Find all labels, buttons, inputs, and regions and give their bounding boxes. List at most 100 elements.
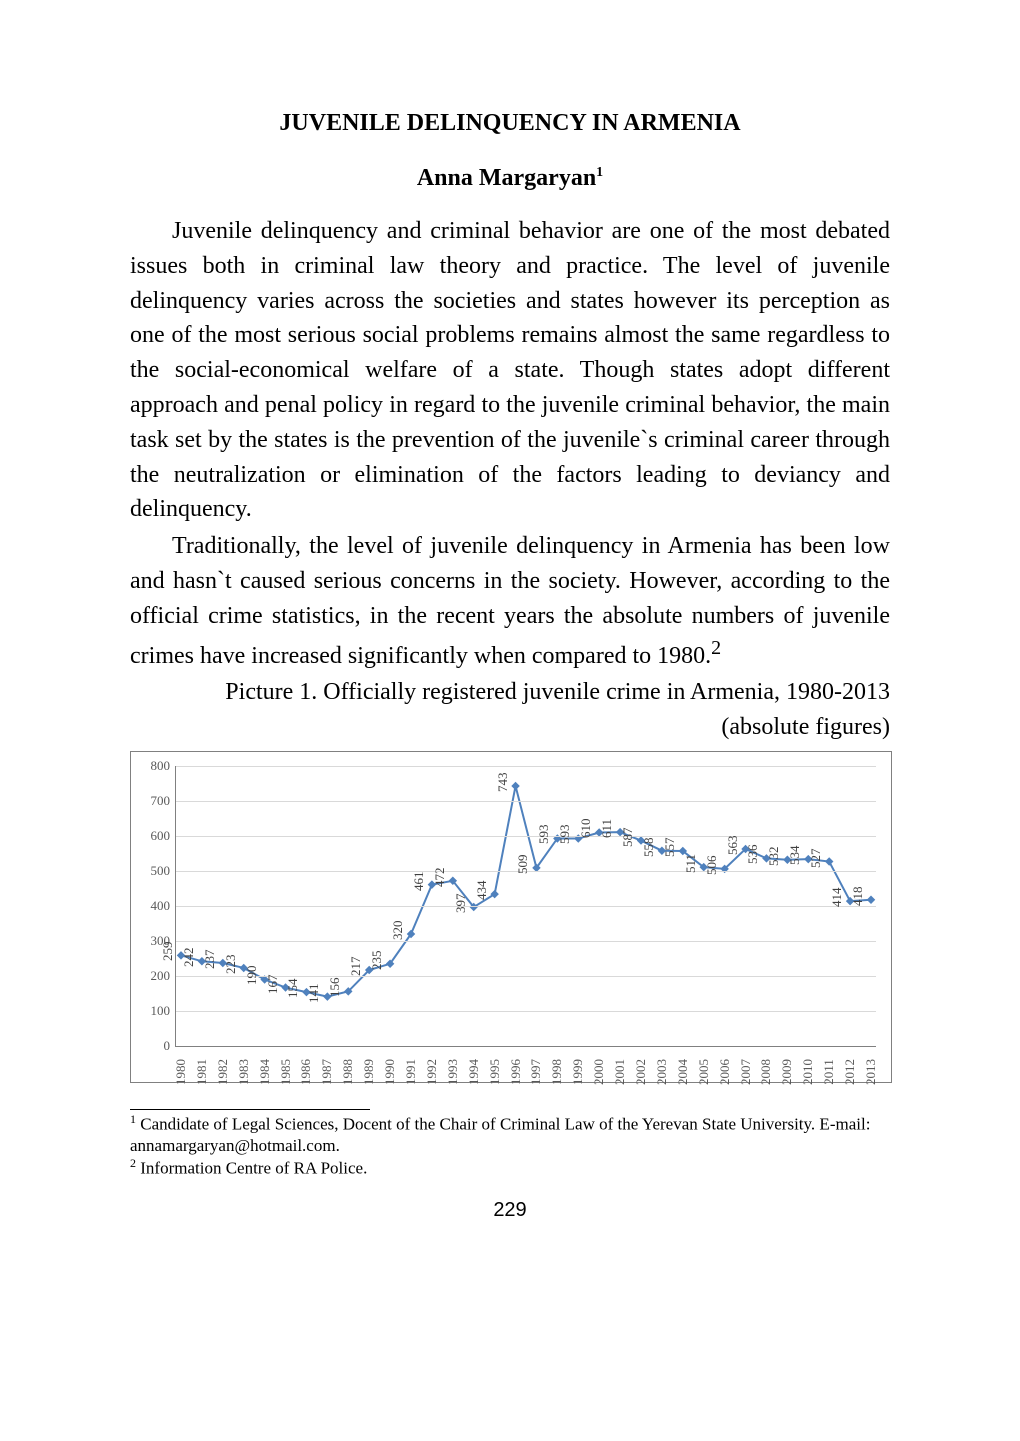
chart-xtick: 1987 — [319, 1057, 335, 1087]
footnote-separator — [130, 1109, 370, 1110]
author-footnote-ref: 1 — [596, 165, 603, 180]
chart-value-label: 237 — [202, 939, 218, 969]
chart-marker — [511, 782, 519, 790]
chart-xtick: 1990 — [382, 1057, 398, 1087]
chart-value-label: 557 — [662, 827, 678, 857]
chart-xtick: 1986 — [298, 1057, 314, 1087]
chart-xtick: 1994 — [466, 1057, 482, 1087]
chart-ytick: 200 — [138, 968, 170, 984]
chart-xtick: 1995 — [487, 1057, 503, 1087]
chart-value-label: 156 — [327, 967, 343, 997]
chart-value-label: 320 — [390, 910, 406, 940]
paragraph-2: Traditionally, the level of juvenile del… — [130, 529, 890, 673]
chart-xtick: 1989 — [361, 1057, 377, 1087]
author-line: Anna Margaryan1 — [130, 165, 890, 192]
chart-xtick: 1999 — [570, 1057, 586, 1087]
chart-xtick: 2011 — [821, 1057, 837, 1087]
chart-value-label: 527 — [808, 838, 824, 868]
chart-line — [181, 786, 871, 997]
chart-value-label: 536 — [745, 834, 761, 864]
chart-marker — [867, 895, 875, 903]
chart-xtick: 2002 — [633, 1057, 649, 1087]
chart-ytick: 0 — [138, 1038, 170, 1054]
chart-gridline — [176, 976, 876, 977]
footnote-2-marker: 2 — [130, 1156, 136, 1170]
chart-xtick: 2000 — [591, 1057, 607, 1087]
chart-gridline — [176, 1011, 876, 1012]
chart-value-label: 511 — [683, 843, 699, 873]
paragraph-1: Juvenile delinquency and criminal behavi… — [130, 214, 890, 527]
chart-value-label: 434 — [474, 870, 490, 900]
page-title: JUVENILE DELINQUENCY IN ARMENIA — [130, 110, 890, 137]
paragraph-2-footnote-ref: 2 — [711, 637, 721, 659]
chart-xtick: 2008 — [758, 1057, 774, 1087]
chart-xtick: 1980 — [173, 1057, 189, 1087]
chart-xtick: 1982 — [215, 1057, 231, 1087]
chart-xtick: 2004 — [675, 1057, 691, 1087]
figure-caption: Picture 1. Officially registered juvenil… — [130, 675, 890, 745]
chart-value-label: 534 — [787, 835, 803, 865]
chart-ytick: 100 — [138, 1003, 170, 1019]
chart-value-label: 587 — [620, 817, 636, 847]
chart-value-label: 141 — [306, 973, 322, 1003]
chart-xtick: 1993 — [445, 1057, 461, 1087]
chart-xtick: 2012 — [842, 1057, 858, 1087]
chart-xtick: 2003 — [654, 1057, 670, 1087]
chart-xtick: 2005 — [696, 1057, 712, 1087]
chart-xtick: 2001 — [612, 1057, 628, 1087]
chart-value-label: 242 — [181, 937, 197, 967]
chart-ytick: 800 — [138, 758, 170, 774]
chart-xtick: 1996 — [508, 1057, 524, 1087]
chart-ytick: 600 — [138, 828, 170, 844]
chart-xtick: 1985 — [278, 1057, 294, 1087]
chart-value-label: 611 — [599, 808, 615, 838]
chart-xtick: 1992 — [424, 1057, 440, 1087]
chart-value-label: 563 — [725, 825, 741, 855]
chart-ytick: 700 — [138, 793, 170, 809]
chart-value-label: 472 — [432, 857, 448, 887]
chart-gridline — [176, 766, 876, 767]
chart-xtick: 1988 — [340, 1057, 356, 1087]
chart-xtick: 2007 — [738, 1057, 754, 1087]
chart-xtick: 1984 — [257, 1057, 273, 1087]
chart-xtick: 2010 — [800, 1057, 816, 1087]
chart-value-label: 558 — [641, 827, 657, 857]
chart-xtick: 1991 — [403, 1057, 419, 1087]
chart-value-label: 461 — [411, 861, 427, 891]
chart-marker — [825, 857, 833, 865]
chart-gridline — [176, 801, 876, 802]
chart-container: 0100200300400500600700800198019811982198… — [130, 751, 892, 1083]
chart-gridline — [176, 941, 876, 942]
footnote-1-marker: 1 — [130, 1112, 136, 1126]
chart-plot-area: 0100200300400500600700800198019811982198… — [175, 766, 876, 1047]
footnote-1: 1 Candidate of Legal Sciences, Docent of… — [130, 1112, 890, 1156]
chart-value-label: 610 — [578, 808, 594, 838]
footnote-2: 2 Information Centre of RA Police. — [130, 1156, 890, 1179]
footnote-2-text: Information Centre of RA Police. — [140, 1159, 367, 1178]
chart-xtick: 1983 — [236, 1057, 252, 1087]
chart-value-label: 167 — [265, 964, 281, 994]
chart-xtick: 1998 — [549, 1057, 565, 1087]
paragraph-2-text: Traditionally, the level of juvenile del… — [130, 533, 890, 668]
chart-value-label: 509 — [515, 844, 531, 874]
chart-ytick: 500 — [138, 863, 170, 879]
chart-ytick: 400 — [138, 898, 170, 914]
chart-value-label: 593 — [536, 814, 552, 844]
chart-value-label: 532 — [766, 836, 782, 866]
chart-value-label: 223 — [223, 944, 239, 974]
chart-xtick: 2009 — [779, 1057, 795, 1087]
chart-value-label: 743 — [495, 762, 511, 792]
chart-xtick: 1997 — [528, 1057, 544, 1087]
chart-value-label: 259 — [160, 931, 176, 961]
chart-value-label: 593 — [557, 814, 573, 844]
chart-value-label: 418 — [850, 876, 866, 906]
chart-value-label: 235 — [369, 940, 385, 970]
chart-value-label: 506 — [704, 845, 720, 875]
chart-value-label: 217 — [348, 946, 364, 976]
chart-xtick: 1981 — [194, 1057, 210, 1087]
chart-gridline — [176, 906, 876, 907]
chart-value-label: 414 — [829, 877, 845, 907]
chart-value-label: 397 — [453, 883, 469, 913]
chart-xtick: 2006 — [717, 1057, 733, 1087]
chart-value-label: 190 — [244, 955, 260, 985]
